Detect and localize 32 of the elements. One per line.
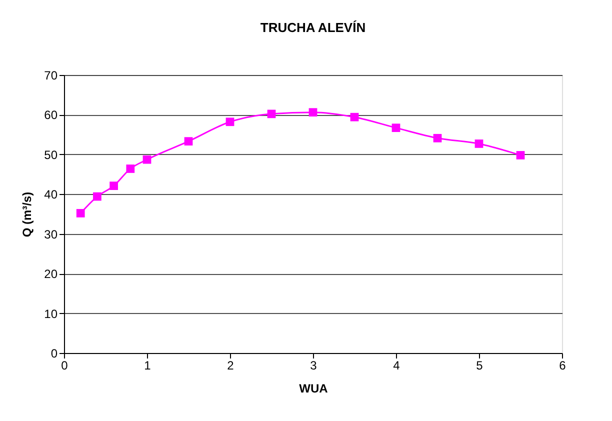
y-tick-label: 60 (44, 108, 58, 122)
x-tick-label: 5 (476, 358, 484, 372)
chart-title: TRUCHA ALEVÍN (260, 20, 366, 35)
point (308, 108, 318, 117)
point (474, 140, 484, 148)
point (76, 209, 85, 218)
point (184, 137, 193, 146)
x-axis-title: WUA (299, 382, 328, 396)
y-tick-label: 10 (44, 306, 58, 321)
y-axis-title: Q (m³/s) (20, 192, 34, 238)
point (516, 151, 525, 160)
y-tick-label: 50 (44, 148, 58, 162)
y-tick-label: 70 (44, 68, 58, 82)
point (267, 110, 276, 118)
point (392, 124, 400, 132)
x-tick-label: 0 (61, 358, 68, 372)
y-tick-label: 0 (50, 346, 58, 360)
point (110, 182, 118, 190)
y-tick-label: 30 (44, 227, 58, 242)
y-tick-label: 20 (44, 267, 58, 282)
point (350, 112, 359, 122)
x-tick-label: 4 (393, 358, 400, 372)
x-tick-label: 1 (144, 358, 152, 372)
point (126, 164, 135, 173)
x-tick-label: 6 (559, 358, 566, 372)
point (226, 118, 234, 126)
point (142, 155, 152, 164)
y-tick-label: 40 (44, 188, 58, 202)
x-tick-label: 2 (227, 358, 234, 372)
x-tick-label: 3 (310, 358, 318, 372)
point (433, 134, 442, 142)
point (93, 192, 102, 201)
